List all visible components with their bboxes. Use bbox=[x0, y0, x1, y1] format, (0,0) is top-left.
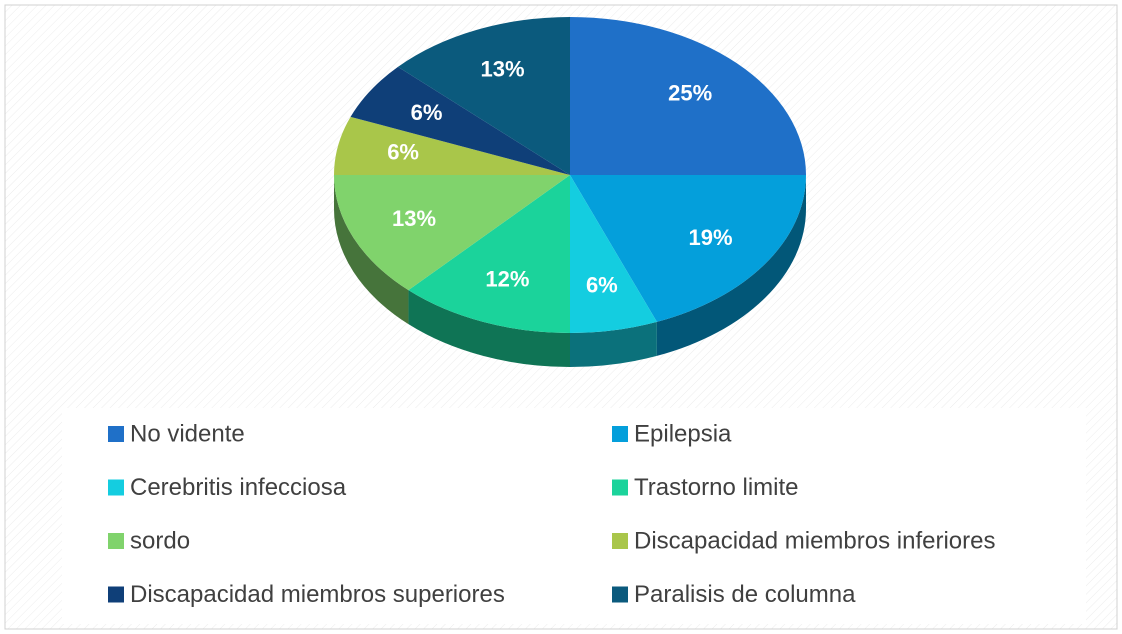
slice bbox=[570, 17, 806, 175]
data-label: 6% bbox=[586, 273, 618, 298]
legend-swatch bbox=[108, 586, 124, 603]
legend-label: sordo bbox=[130, 527, 190, 554]
data-label: 13% bbox=[480, 56, 524, 81]
legend-label: Discapacidad miembros inferiores bbox=[634, 527, 995, 554]
data-label: 6% bbox=[411, 100, 443, 125]
slice bbox=[334, 116, 570, 175]
legend-swatch bbox=[108, 533, 124, 549]
data-label: 13% bbox=[392, 206, 436, 231]
data-label: 19% bbox=[689, 225, 733, 250]
data-label: 12% bbox=[485, 267, 529, 292]
legend-swatch bbox=[108, 426, 124, 442]
legend-swatch bbox=[108, 479, 124, 496]
data-label: 25% bbox=[668, 80, 712, 105]
slice bbox=[408, 175, 570, 333]
legend-box bbox=[62, 408, 1086, 624]
legend-swatch bbox=[612, 586, 628, 603]
slice bbox=[334, 175, 570, 291]
slice bbox=[570, 175, 657, 333]
legend-label: Trastorno limite bbox=[634, 474, 798, 501]
slice bbox=[350, 66, 570, 175]
legend-label: Cerebritis infecciosa bbox=[130, 474, 347, 501]
slice-side bbox=[570, 321, 657, 367]
legend-label: Paralisis de columna bbox=[634, 581, 856, 608]
data-label: 6% bbox=[387, 139, 419, 164]
slice-side bbox=[334, 175, 409, 325]
slice-side bbox=[408, 290, 570, 367]
legend-swatch bbox=[612, 533, 628, 549]
legend-swatch bbox=[612, 426, 628, 442]
slice bbox=[397, 17, 570, 175]
slice-side bbox=[656, 175, 806, 356]
legend-swatch bbox=[612, 479, 628, 496]
slice bbox=[570, 175, 806, 322]
legend-label: Discapacidad miembros superiores bbox=[130, 581, 505, 608]
legend-label: Epilepsia bbox=[634, 420, 732, 447]
legend-label: No vidente bbox=[130, 420, 245, 447]
